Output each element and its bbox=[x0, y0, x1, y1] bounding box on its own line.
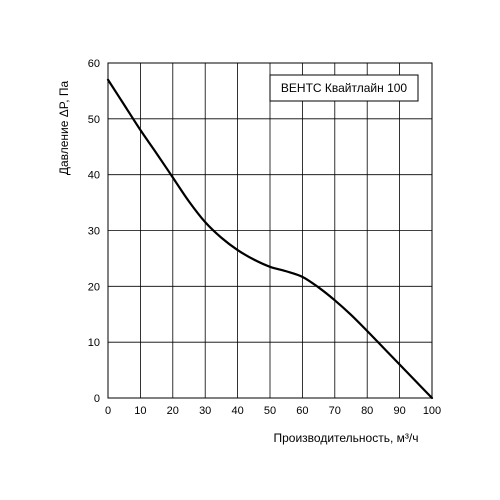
y-tick-label-60: 60 bbox=[88, 58, 100, 70]
x-tick-label-30: 30 bbox=[199, 405, 211, 417]
y-tick-label-30: 30 bbox=[88, 226, 100, 238]
x-tick-label-10: 10 bbox=[134, 405, 146, 417]
y-tick-label-0: 0 bbox=[94, 393, 100, 405]
y-tick-label-40: 40 bbox=[88, 170, 100, 182]
y-tick-label-10: 10 bbox=[88, 337, 100, 349]
plot-frame bbox=[107, 62, 433, 399]
tick-labels: 0 10 20 30 40 50 60 70 80 90 100 0 10 20 30 40 50 60 bbox=[88, 58, 441, 417]
y-tick-label-50: 50 bbox=[88, 114, 100, 126]
series-lines bbox=[106, 78, 434, 400]
x-axis-label: Производительность, м³/ч bbox=[274, 431, 419, 445]
x-tick-label-50: 50 bbox=[264, 405, 276, 417]
x-tick-label-0: 0 bbox=[105, 405, 111, 417]
x-tick-label-80: 80 bbox=[361, 405, 373, 417]
y-tick-label-20: 20 bbox=[88, 281, 100, 293]
x-tick-label-40: 40 bbox=[231, 405, 243, 417]
x-tick-label-100: 100 bbox=[423, 405, 441, 417]
x-tick-label-90: 90 bbox=[393, 405, 405, 417]
legend: ВЕНТС Квайтлайн 100 bbox=[269, 74, 419, 102]
y-axis-label: Давление ΔP, Па bbox=[57, 81, 71, 176]
series-line-0 bbox=[106, 78, 434, 400]
legend-box bbox=[269, 74, 419, 102]
legend-label: ВЕНТС Квайтлайн 100 bbox=[281, 81, 408, 95]
x-tick-label-20: 20 bbox=[167, 405, 179, 417]
x-tick-label-60: 60 bbox=[296, 405, 308, 417]
x-tick-label-70: 70 bbox=[329, 405, 341, 417]
